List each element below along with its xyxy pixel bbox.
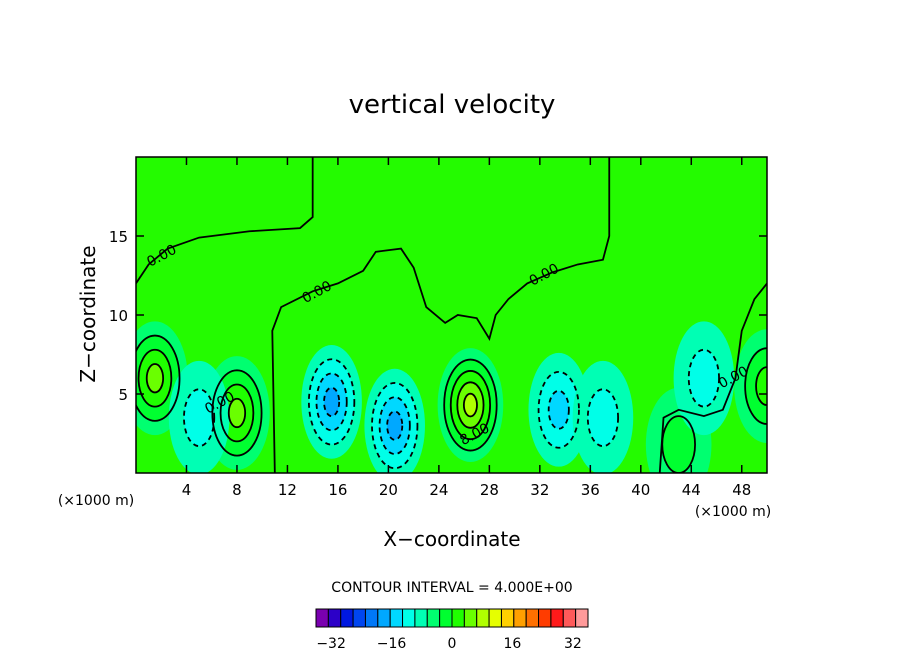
contour-line-1-3 [227,397,247,429]
x-unit-note-right: (×1000 m) [695,504,771,520]
contour-band-2-1 [183,389,215,447]
contour-line-0-3 [145,363,165,394]
x-tick-label-1: 8 [232,481,242,499]
contour-line-1-1 [211,369,263,457]
x-tick-label-5: 24 [429,481,448,499]
x-tick-label-2: 12 [278,481,297,499]
x-tick-label-11: 48 [732,481,751,499]
colorbar-cell-18 [538,608,552,628]
contour-band-0-3 [146,363,164,393]
colorbar-cell-16 [513,608,527,628]
contour-line-4-1 [371,382,419,470]
contour-line-7-1 [586,388,619,448]
y-ticks: 5 10 15 [109,228,767,404]
y-tick-label-2: 15 [109,228,128,246]
contour-band-1-3 [228,398,246,428]
colorbar-cell-6 [389,608,404,628]
contour-line-2-1 [183,388,216,448]
colorbar-cell-15 [500,608,515,628]
plot-field [136,157,767,473]
contour-line-5-2 [449,370,492,441]
contour-line-0-2 [137,348,173,408]
zero-contour-left [136,157,314,284]
colorbar-cell-0 [315,608,329,628]
x-tick-label-9: 40 [631,481,650,499]
colorbar-tick-label-0: −32 [316,636,346,652]
colorbar-cell-21 [575,608,589,628]
contour-band-3-3 [324,387,340,417]
contour-line-5-3 [456,381,485,429]
x-tick-label-0: 4 [182,481,192,499]
colorbar-cell-17 [525,608,540,628]
colorbar-ticks: −32 −16 0 16 32 [316,636,581,652]
colorbar-tick-label-4: 32 [564,636,582,652]
x-ticks: 4 8 12 16 20 24 28 32 36 40 44 48 [182,157,751,499]
colorbar-cell-20 [562,608,577,628]
contour-line-5-4 [462,392,478,418]
colorbar-cell-7 [402,608,416,628]
contour-band-8-1 [662,416,696,473]
colorbar-cell-13 [476,608,490,628]
zero-contour-middle [271,157,611,473]
contour-line-6-1 [537,370,580,449]
contour-line-4-2 [378,396,411,455]
x-unit-note-left: (×1000 m) [58,493,134,509]
colorbar-cell-12 [463,608,478,628]
x-tick-label-8: 36 [581,481,600,499]
contour-band-5-4 [463,393,477,417]
contour-line-4-3 [386,410,404,441]
contour-band-10-2 [756,367,767,406]
contour-interval-text: CONTOUR INTERVAL = 4.000E+00 [331,580,572,596]
y-axis-label: Z−coordinate [76,245,100,382]
contour-line-1-2 [219,383,255,443]
colorbar-cell-4 [364,608,379,628]
y-tick-label-1: 10 [109,307,128,325]
x-tick-label-7: 32 [530,481,549,499]
colorbar-tick-label-3: 16 [504,636,522,652]
contour-band-9-1 [688,349,720,407]
x-tick-label-3: 16 [328,481,347,499]
contour-lines [136,157,767,473]
colorbar-cell-5 [377,608,391,628]
colorbar-cell-19 [550,608,564,628]
x-tick-label-6: 28 [480,481,499,499]
x-axis-label: X−coordinate [383,527,520,551]
colorbar-cell-11 [451,608,465,628]
chart-title: vertical velocity [349,90,556,120]
colorbar-cell-3 [352,608,366,628]
contour-line-6-2 [547,389,570,430]
contour-fills [136,321,767,473]
contour-band-7-1 [587,389,619,447]
zero-contour-right [658,282,767,473]
x-tick-label-4: 20 [379,481,398,499]
colorbar-cell-8 [414,608,428,628]
colorbar-tick-label-1: −16 [377,636,407,652]
x-tick-label-10: 44 [682,481,701,499]
contour-line-3-3 [323,386,341,418]
colorbar [315,608,589,628]
colorbar-cell-9 [426,608,441,628]
colorbar-cell-14 [488,608,502,628]
contour-line-0-1 [136,334,181,422]
contour-line-3-2 [315,372,348,432]
contour-band-4-3 [387,411,403,440]
contour-line-9-1 [687,348,720,408]
contour-line-5-1 [443,358,498,452]
contour-band-6-2 [548,390,569,429]
y-tick-label-0: 5 [118,386,128,404]
colorbar-cell-1 [327,608,342,628]
colorbar-cell-2 [340,608,354,628]
contour-line-10-2 [755,366,767,406]
colorbar-tick-label-2: 0 [448,636,457,652]
colorbar-cell-10 [439,608,453,628]
contour-line-3-1 [307,358,356,446]
